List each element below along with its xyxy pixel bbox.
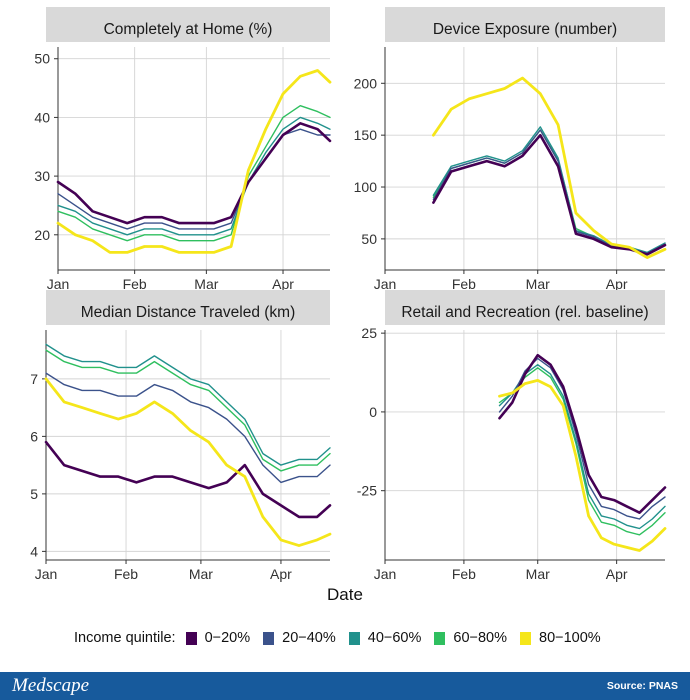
series-line — [45, 372, 331, 484]
y-tick-label: -25 — [357, 483, 377, 499]
y-tick-label: 25 — [361, 325, 377, 341]
series-line — [44, 377, 332, 547]
y-tick-label: 30 — [34, 168, 50, 184]
y-tick-label: 150 — [354, 127, 378, 143]
legend-label: 40−60% — [367, 630, 422, 646]
legend-swatch — [520, 631, 531, 645]
y-tick-label: 50 — [361, 231, 377, 247]
series-line — [57, 128, 331, 230]
panel-strip — [46, 290, 330, 325]
y-tick-label: 4 — [30, 543, 38, 559]
x-tick-label: Apr — [606, 276, 628, 292]
x-tick-label: Mar — [526, 276, 550, 292]
legend-swatch — [185, 631, 197, 645]
chart-panel: Completely at Home (%) 20 30 40 50 Jan Feb Mar A… — [34, 7, 332, 292]
x-tick-label: Apr — [272, 276, 294, 292]
y-tick-label: 0 — [369, 404, 377, 420]
y-tick-label: 6 — [30, 428, 38, 444]
legend-label: 60−80% — [453, 630, 507, 646]
x-tick-label: Mar — [526, 566, 550, 582]
chart-panel: Device Exposure (number) 50 100 150 200 Jan Fe… — [354, 7, 667, 292]
x-tick-label: Feb — [123, 276, 147, 292]
legend-label: 0−20% — [204, 630, 251, 646]
series-line — [431, 76, 667, 260]
x-tick-label: Jan — [374, 566, 397, 582]
legend-swatch — [348, 631, 360, 645]
legend-swatch — [434, 631, 446, 645]
y-tick-label: 100 — [354, 179, 378, 195]
series-line — [56, 122, 332, 225]
legend-label: 80−100% — [539, 630, 601, 646]
legend-item: 20−40% — [263, 630, 336, 646]
y-tick-label: 40 — [34, 109, 50, 125]
legend: Income quintile: 0−20% 20−40% 40−60% 60−… — [74, 628, 614, 648]
panel-strip — [385, 290, 665, 325]
y-tick-label: 20 — [34, 227, 50, 243]
x-tick-label: Apr — [270, 566, 292, 582]
series-line — [498, 378, 667, 552]
series-line — [432, 133, 667, 256]
series-line — [57, 104, 331, 242]
legend-item: 60−80% — [434, 630, 507, 646]
footer-bar: Medscape Source: PNAS — [0, 672, 690, 700]
y-tick-label: 50 — [34, 51, 50, 67]
x-tick-label: Jan — [47, 276, 70, 292]
legend-item: 0−20% — [185, 630, 251, 646]
brand-logo: Medscape — [12, 675, 90, 696]
legend-item: 80−100% — [520, 630, 601, 646]
legend-swatch — [263, 631, 275, 645]
legend-label: 20−40% — [282, 630, 336, 646]
panel-title: Median Distance Traveled (km) — [81, 304, 296, 321]
series-line — [498, 367, 666, 536]
x-tick-label: Mar — [194, 276, 218, 292]
series-line — [45, 343, 331, 466]
series-line — [44, 440, 332, 519]
legend-title: Income quintile: — [74, 630, 176, 646]
series-line — [45, 349, 331, 472]
x-tick-label: Jan — [374, 276, 397, 292]
panel-strip — [385, 7, 665, 42]
series-line — [57, 116, 331, 236]
y-tick-label: 7 — [30, 371, 38, 387]
series-line — [498, 353, 667, 515]
panel-title: Completely at Home (%) — [104, 21, 273, 38]
y-tick-label: 5 — [30, 486, 38, 502]
panel-title: Device Exposure (number) — [433, 21, 617, 38]
x-tick-label: Jan — [35, 566, 58, 582]
panel-title: Retail and Recreation (rel. baseline) — [401, 304, 648, 321]
x-tick-label: Feb — [452, 276, 476, 292]
legend-item: 40−60% — [348, 630, 422, 646]
panel-strip — [46, 7, 330, 42]
x-tick-label: Mar — [189, 566, 213, 582]
x-tick-label: Apr — [606, 566, 628, 582]
x-axis-title: Date — [327, 585, 363, 604]
x-tick-label: Feb — [114, 566, 138, 582]
source-note: Source: PNAS — [606, 680, 678, 692]
chart-panel: Retail and Recreation (rel. baseline) 25 0… — [357, 290, 667, 582]
series-line — [56, 69, 332, 254]
x-tick-label: Feb — [452, 566, 476, 582]
chart-panel: Median Distance Traveled (km) 4 5 6 7 Jan Feb M… — [30, 290, 332, 582]
y-tick-label: 200 — [354, 75, 378, 91]
